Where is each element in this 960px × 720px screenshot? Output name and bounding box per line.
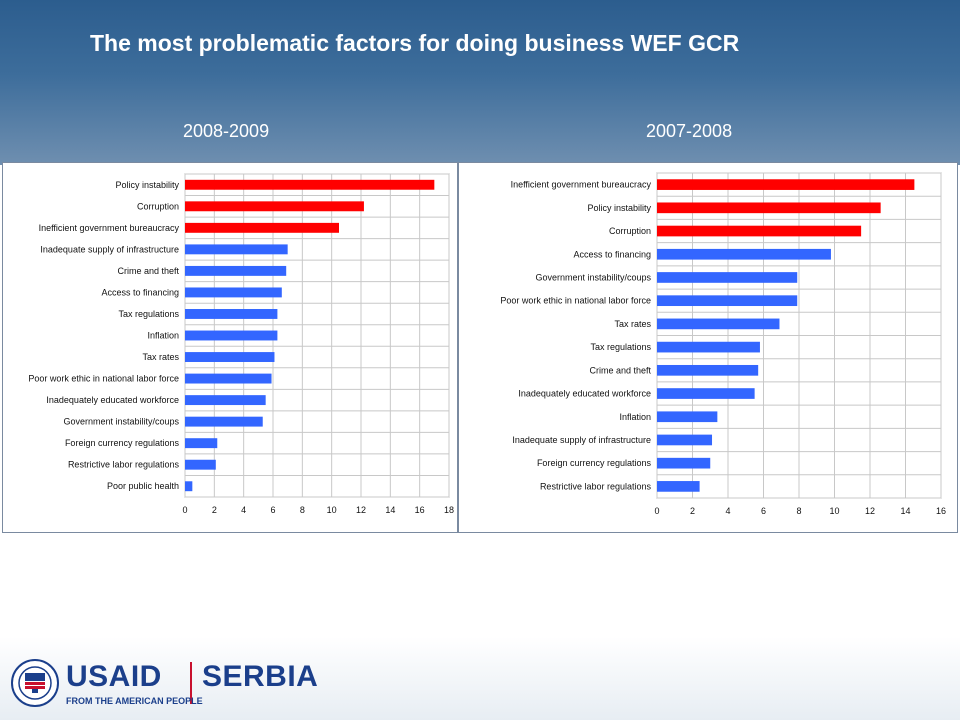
chart-1-category-label: Inadequately educated workforce bbox=[518, 389, 651, 399]
chart-1-category-label: Restrictive labor regulations bbox=[540, 481, 652, 491]
chart-0-category-label: Inadequate supply of infrastructure bbox=[40, 244, 179, 254]
chart-0-category-label: Corruption bbox=[137, 201, 179, 211]
chart-1-category-label: Poor work ethic in national labor force bbox=[500, 296, 651, 306]
chart-1-x-tick-label: 4 bbox=[725, 506, 730, 516]
chart-1-bar bbox=[657, 225, 862, 237]
chart-1-bar bbox=[657, 434, 713, 446]
chart-1-x-tick-label: 16 bbox=[936, 506, 946, 516]
chart-1-bar bbox=[657, 341, 760, 353]
chart-1-category-label: Policy instability bbox=[587, 203, 651, 213]
chart-1-bar bbox=[657, 388, 755, 399]
brand-country: SERBIA bbox=[202, 660, 319, 693]
chart-0-bar bbox=[185, 416, 263, 427]
chart-1-category-label: Tax rates bbox=[614, 319, 651, 329]
chart-1-x-tick-label: 10 bbox=[829, 506, 839, 516]
chart-1-bar bbox=[657, 318, 780, 330]
chart-0-bar bbox=[185, 373, 272, 384]
chart-1-bar bbox=[657, 202, 881, 214]
chart-0-x-tick-label: 14 bbox=[385, 505, 395, 515]
chart-0-bar bbox=[185, 481, 193, 492]
chart-0-bar bbox=[185, 201, 364, 212]
chart-0-category-label: Government instability/coups bbox=[63, 417, 179, 427]
chart-1-bar bbox=[657, 272, 798, 283]
chart-0-category-label: Inefficient government bureaucracy bbox=[39, 223, 180, 233]
usaid-seal-icon bbox=[11, 659, 59, 707]
brand-divider bbox=[190, 662, 192, 704]
chart-1-bar bbox=[657, 295, 798, 307]
chart-0-x-tick-label: 10 bbox=[327, 505, 337, 515]
chart-0-bar bbox=[185, 179, 435, 190]
chart-0-category-label: Foreign currency regulations bbox=[65, 438, 180, 448]
chart-0-category-label: Restrictive labor regulations bbox=[68, 460, 180, 470]
chart-1-bar bbox=[657, 481, 700, 492]
chart-0-x-tick-label: 18 bbox=[444, 505, 454, 515]
slide-background bbox=[0, 535, 960, 720]
chart-0-category-label: Crime and theft bbox=[117, 266, 179, 276]
chart-0-bar bbox=[185, 352, 275, 362]
chart-0-x-tick-label: 12 bbox=[356, 505, 366, 515]
chart-1-x-tick-label: 12 bbox=[865, 506, 875, 516]
chart-2007-2008: 0 2 4 6 8 10 12 14 16 Inefficient government bure… bbox=[458, 162, 958, 533]
chart-0-x-tick-label: 8 bbox=[300, 505, 305, 515]
chart-1-bar bbox=[657, 248, 831, 260]
chart-1-category-label: Inflation bbox=[619, 412, 651, 422]
slide-title: The most problematic factors for doing b… bbox=[90, 30, 740, 56]
chart-0-category-label: Tax regulations bbox=[118, 309, 179, 319]
chart-1-category-label: Tax regulations bbox=[590, 342, 651, 352]
chart-1-x-tick-label: 14 bbox=[900, 506, 910, 516]
chart-0-category-label: Poor work ethic in national labor force bbox=[28, 374, 179, 384]
chart-0-category-label: Policy instability bbox=[115, 180, 179, 190]
chart-1-category-label: Inadequate supply of infrastructure bbox=[512, 435, 651, 445]
chart-1-category-label: Foreign currency regulations bbox=[537, 458, 652, 468]
chart-0-bar bbox=[185, 395, 266, 406]
usaid-serbia-logo: USAID SERBIA FROM THE AMERICAN PEOPLE bbox=[10, 658, 340, 710]
chart-0-category-label: Tax rates bbox=[142, 352, 179, 362]
chart-0-x-tick-label: 2 bbox=[212, 505, 217, 515]
period-label-2008-2009: 2008-2009 bbox=[183, 121, 270, 141]
chart-1-category-label: Corruption bbox=[609, 226, 651, 236]
chart-1-x-tick-label: 2 bbox=[690, 506, 695, 516]
chart-0-category-label: Poor public health bbox=[107, 481, 179, 491]
chart-0-category-label: Access to financing bbox=[101, 287, 179, 297]
chart-1-x-tick-label: 8 bbox=[796, 506, 801, 516]
chart-0-category-label: Inadequately educated workforce bbox=[46, 395, 179, 405]
chart-1-category-label: Crime and theft bbox=[589, 365, 651, 375]
chart-0-x-tick-label: 4 bbox=[241, 505, 246, 515]
chart-0-bar bbox=[185, 438, 218, 449]
chart-1-bar bbox=[657, 411, 718, 423]
brand-name: USAID bbox=[66, 660, 162, 693]
chart-1-x-tick-label: 0 bbox=[654, 506, 659, 516]
chart-0-x-tick-label: 6 bbox=[270, 505, 275, 515]
chart-1-bar bbox=[657, 457, 711, 469]
chart-0-bar bbox=[185, 244, 288, 255]
header-banner bbox=[0, 0, 960, 165]
chart-2008-2009: 0 2 4 6 8 10 12 14 16 18 Policy instability Corrupt… bbox=[2, 162, 458, 533]
chart-0-x-tick-label: 0 bbox=[182, 505, 187, 515]
chart-1-x-tick-label: 6 bbox=[761, 506, 766, 516]
chart-1-bar bbox=[657, 364, 759, 376]
chart-0-bar bbox=[185, 265, 287, 276]
chart-0-x-tick-label: 16 bbox=[415, 505, 425, 515]
chart-2008-2009-plot: 0 2 4 6 8 10 12 14 16 18 Policy instability Corrupt… bbox=[28, 173, 454, 515]
chart-1-category-label: Inefficient government bureaucracy bbox=[511, 180, 652, 190]
chart-1-category-label: Access to financing bbox=[573, 249, 651, 259]
chart-0-category-label: Inflation bbox=[147, 331, 179, 341]
chart-1-category-label: Government instability/coups bbox=[535, 272, 651, 282]
chart-0-bar bbox=[185, 222, 339, 233]
period-label-2007-2008: 2007-2008 bbox=[646, 121, 733, 141]
chart-0-bar bbox=[185, 309, 278, 319]
brand-tagline: FROM THE AMERICAN PEOPLE bbox=[66, 696, 203, 706]
chart-0-bar bbox=[185, 330, 278, 341]
chart-1-bar bbox=[657, 179, 915, 190]
chart-2007-2008-plot: 0 2 4 6 8 10 12 14 16 Inefficient government bure… bbox=[500, 172, 946, 516]
chart-0-bar bbox=[185, 459, 216, 470]
chart-0-bar bbox=[185, 287, 282, 298]
